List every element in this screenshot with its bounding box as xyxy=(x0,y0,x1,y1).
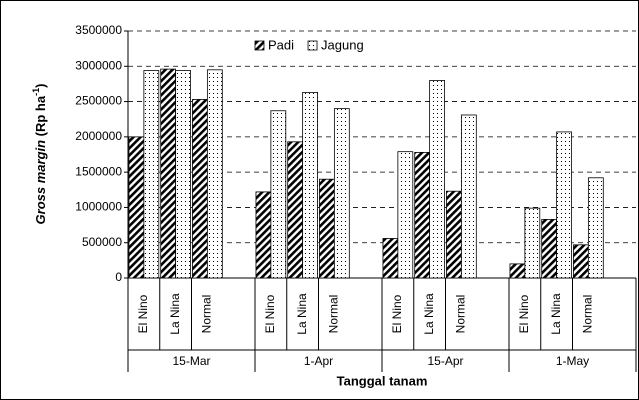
y-tick-label: 1000000 xyxy=(75,200,122,214)
y-tick-label: 2500000 xyxy=(75,94,122,108)
y-tick-label: 0 xyxy=(115,270,122,284)
group-label: 1-Apr xyxy=(304,354,333,368)
y-title-part: Gross margin xyxy=(33,140,48,225)
y-tick-label: 3500000 xyxy=(75,23,122,37)
bar xyxy=(524,207,541,279)
y-tick-label: 500000 xyxy=(82,235,122,249)
y-axis-title: Gross margin (Rp ha-1) xyxy=(31,84,48,225)
bar xyxy=(128,136,145,279)
bar xyxy=(460,114,477,279)
y-title-part: ) xyxy=(33,84,48,88)
bar xyxy=(319,178,335,279)
group-label: 15-Apr xyxy=(427,354,463,368)
y-tick-label: 3000000 xyxy=(75,58,122,72)
bar xyxy=(160,68,177,279)
bar xyxy=(509,263,526,279)
bar xyxy=(175,70,191,279)
x-tick-label: La Nina xyxy=(168,293,182,335)
bar xyxy=(270,110,287,279)
bar xyxy=(287,141,304,279)
bar xyxy=(429,80,445,279)
x-tick-label: Normal xyxy=(200,295,214,334)
bar xyxy=(587,177,604,279)
x-tick-label: El Nino xyxy=(263,294,277,333)
x-tick-label: El Nino xyxy=(517,294,531,333)
y-title-part: -1 xyxy=(31,88,41,96)
bar xyxy=(302,91,318,279)
x-tick-label: Normal xyxy=(581,295,595,334)
legend-label: Jagung xyxy=(321,37,364,52)
bar xyxy=(333,108,350,279)
bar xyxy=(541,219,558,279)
x-tick-label: La Nina xyxy=(295,293,309,335)
x-tick-label: La Nina xyxy=(549,293,563,335)
y-title-part: (Rp ha xyxy=(33,95,48,140)
x-tick-label: Normal xyxy=(327,295,341,334)
bar xyxy=(414,151,431,279)
legend-swatch xyxy=(307,40,318,51)
x-tick-label: La Nina xyxy=(422,293,436,335)
bar xyxy=(255,191,272,279)
bar xyxy=(382,238,399,279)
x-tick-label: El Nino xyxy=(136,294,150,333)
legend-swatch xyxy=(254,40,265,51)
x-tick-label: El Nino xyxy=(390,294,404,333)
bar xyxy=(556,131,572,279)
x-axis-title: Tanggal tanam xyxy=(337,373,428,388)
bar xyxy=(143,70,160,279)
bar xyxy=(192,99,208,279)
bar xyxy=(573,244,589,279)
bar xyxy=(397,151,414,279)
y-tick-label: 1500000 xyxy=(75,164,122,178)
bar xyxy=(446,190,462,279)
group-label: 1-May xyxy=(556,354,589,368)
y-tick-label: 2000000 xyxy=(75,129,122,143)
x-tick-label: Normal xyxy=(454,295,468,334)
legend-label: Padi xyxy=(268,37,294,52)
bar xyxy=(206,69,223,279)
group-label: 15-Mar xyxy=(172,354,210,368)
